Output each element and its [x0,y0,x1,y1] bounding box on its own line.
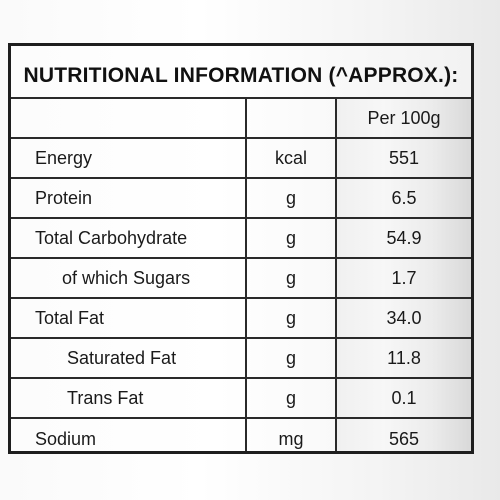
nutrient-unit: g [285,227,296,248]
table-row-saturated-fat: Saturated Fat g 11.8 [11,339,471,379]
nutrient-name: of which Sugars [62,267,191,288]
table-row-total-carbohydrate: Total Carbohydrate g 54.9 [11,219,471,259]
nutrient-name: Energy [35,147,93,168]
table-row-trans-fat: Trans Fat g 0.1 [11,379,471,419]
nutrient-name: Saturated Fat [67,347,177,368]
nutrient-value: 11.8 [387,347,421,368]
table-row-energy: Energy kcal 551 [11,139,471,179]
column-divider-unit [245,99,247,451]
nutrient-unit: kcal [274,147,307,168]
nutrient-unit: g [285,387,296,408]
nutrient-unit: g [285,347,296,368]
nutrient-value: 34.0 [386,307,422,328]
nutrient-name: Total Fat [35,307,105,328]
table-header-row: Per 100g [11,99,471,139]
nutrient-value: 1.7 [391,267,417,288]
nutrient-value: 6.5 [391,187,417,208]
nutrient-name: Trans Fat [67,387,144,408]
nutrient-value: 551 [388,147,420,168]
nutrient-unit: mg [278,428,304,449]
nutrient-value: 565 [388,428,420,449]
table-row-total-fat: Total Fat g 34.0 [11,299,471,339]
table-row-protein: Protein g 6.5 [11,179,471,219]
table-row-sodium: Sodium mg 565 [11,419,471,459]
table-title: NUTRITIONAL INFORMATION (^APPROX.): [11,46,471,99]
nutrition-table: NUTRITIONAL INFORMATION (^APPROX.): Per … [8,43,474,454]
nutrient-unit: g [285,307,296,328]
nutrient-name: Total Carbohydrate [35,227,188,248]
nutrient-name: Protein [35,187,93,208]
nutrient-value: 0.1 [391,387,417,408]
header-per-100g: Per 100g [367,107,441,128]
header-unit [247,99,335,137]
nutrient-value: 54.9 [386,227,422,248]
table-row-sugars: of which Sugars g 1.7 [11,259,471,299]
column-divider-value [335,99,337,451]
nutrient-unit: g [285,187,296,208]
value-column-shade [337,99,471,451]
nutrient-unit: g [285,267,296,288]
nutrient-name: Sodium [35,428,97,449]
